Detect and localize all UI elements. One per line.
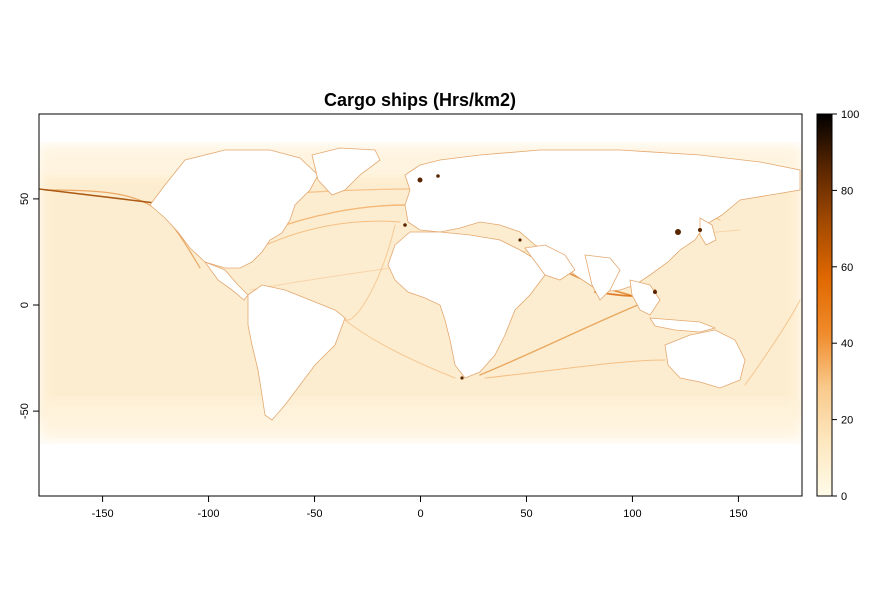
- port-hotspots: [403, 174, 702, 380]
- colorbar-tick-label-5: 100: [841, 109, 859, 121]
- y-tick-label-1: 0: [19, 302, 31, 308]
- land-south-america: [247, 284, 346, 421]
- hotspot-east-china-sea: [675, 229, 681, 235]
- land-southeast-asia: [629, 279, 661, 316]
- y-tick-label-0: -50: [19, 403, 31, 419]
- route-arctic-line: [39, 188, 156, 204]
- land-central-america: [203, 261, 249, 301]
- landmasses: [39, 147, 802, 496]
- land-greenland: [311, 147, 381, 196]
- route-us-west-to-asia: [44, 189, 201, 269]
- route-australia-east: [744, 299, 801, 386]
- y-tick-label-2: 50: [19, 193, 31, 205]
- land-arabia: [524, 244, 576, 281]
- colorbar: 0 20 40 60 80 100: [816, 109, 859, 503]
- x-tick-label-3: 0: [417, 508, 423, 520]
- x-axis: -150 -100 -50 0 50 100 150: [92, 496, 748, 520]
- x-tick-label-5: 100: [623, 508, 641, 520]
- land-europe-asia: [404, 149, 801, 293]
- land-india: [584, 254, 621, 301]
- colorbar-tick-label-3: 60: [841, 262, 853, 274]
- land-antarctica: [39, 455, 802, 496]
- hotspot-north-sea: [417, 177, 423, 183]
- x-tick-label-2: -50: [307, 508, 323, 520]
- hotspot-suez: [518, 238, 522, 242]
- hotspot-japan: [698, 228, 702, 232]
- x-tick-label-0: -150: [92, 508, 114, 520]
- route-cape-to-indian: [479, 299, 651, 376]
- land-indonesia: [649, 317, 717, 333]
- x-tick-label-6: 150: [729, 508, 747, 520]
- land-africa: [387, 231, 546, 379]
- ocean-density-south-fade: [39, 400, 802, 440]
- route-north-atlantic-2: [254, 220, 401, 251]
- hotspot-baltic: [436, 174, 440, 178]
- land-japan: [699, 217, 717, 246]
- chart-title: Cargo ships (Hrs/km2): [324, 90, 516, 110]
- route-cape-to-australia: [484, 359, 666, 379]
- hotspot-cape: [460, 376, 464, 380]
- x-tick-label-1: -100: [198, 508, 220, 520]
- colorbar-tick-label-4: 80: [841, 185, 853, 197]
- colorbar-tick-label-0: 0: [841, 491, 847, 503]
- route-cape-to-brazil: [344, 319, 456, 379]
- colorbar-axis: 0 20 40 60 80 100: [832, 109, 859, 503]
- land-australia: [664, 329, 746, 389]
- land-north-america: [149, 149, 319, 269]
- plot-area: [39, 114, 802, 496]
- hotspot-singapore: [653, 290, 657, 294]
- x-tick-label-4: 50: [520, 508, 532, 520]
- y-axis: -50 0 50: [19, 193, 39, 419]
- colorbar-gradient: [816, 113, 833, 497]
- colorbar-tick-label-2: 40: [841, 338, 853, 350]
- route-atlantic-south: [344, 224, 396, 321]
- colorbar-tick-label-1: 20: [841, 415, 853, 427]
- hotspot-gibraltar: [403, 223, 407, 227]
